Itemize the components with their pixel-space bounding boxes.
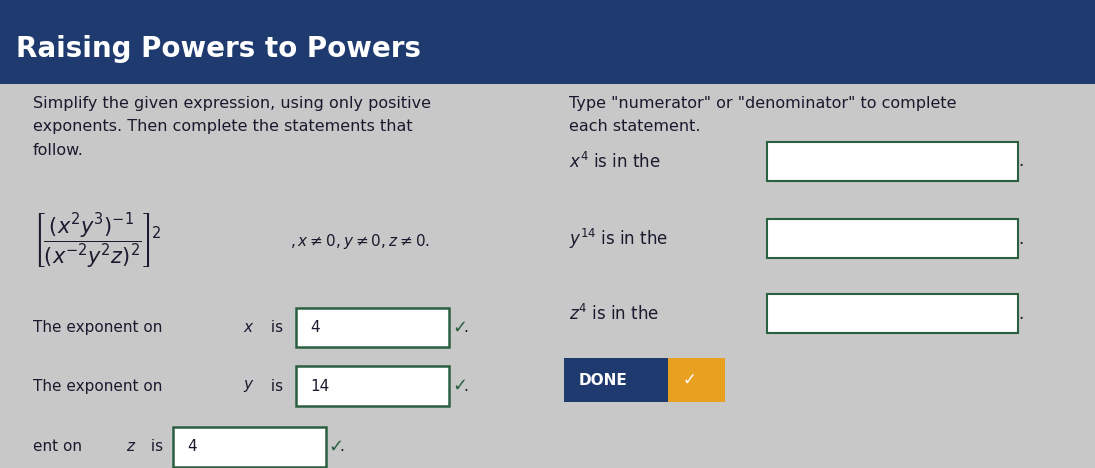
Text: ent on: ent on [33,439,87,454]
Text: is: is [266,320,284,335]
Text: .: . [463,379,468,394]
Text: ✓: ✓ [452,319,468,336]
FancyBboxPatch shape [668,358,725,402]
Text: $z^4$ is in the: $z^4$ is in the [569,304,659,323]
Text: $, x\neq 0, y\neq 0, z\neq 0.$: $, x\neq 0, y\neq 0, z\neq 0.$ [290,232,430,250]
Text: DONE: DONE [578,373,627,388]
Text: The exponent on: The exponent on [33,379,168,394]
FancyBboxPatch shape [766,294,1018,333]
Text: 4: 4 [187,439,197,454]
FancyBboxPatch shape [564,358,679,402]
Text: .: . [463,320,468,335]
Text: is: is [146,439,163,454]
FancyBboxPatch shape [766,142,1018,181]
Text: ✓: ✓ [452,377,468,395]
Text: $y$: $y$ [243,378,255,394]
Text: .: . [339,439,344,454]
Text: $z$: $z$ [126,439,136,454]
Text: is: is [266,379,284,394]
Text: Type "numerator" or "denominator" to complete
each statement.: Type "numerator" or "denominator" to com… [569,96,957,134]
Text: $y^{14}$ is in the: $y^{14}$ is in the [569,227,668,251]
Text: ✓: ✓ [328,438,344,456]
FancyBboxPatch shape [296,308,449,347]
FancyBboxPatch shape [0,0,1095,84]
FancyBboxPatch shape [173,427,326,467]
Text: .: . [1018,153,1024,170]
Text: $x^4$ is in the: $x^4$ is in the [569,152,661,171]
Text: .: . [1018,230,1024,248]
Text: The exponent on: The exponent on [33,320,168,335]
FancyBboxPatch shape [296,366,449,406]
Text: Simplify the given expression, using only positive
exponents. Then complete the : Simplify the given expression, using onl… [33,96,430,158]
Text: 4: 4 [310,320,320,335]
Text: $x$: $x$ [243,320,255,335]
Text: Raising Powers to Powers: Raising Powers to Powers [16,35,422,63]
FancyBboxPatch shape [766,219,1018,258]
Text: $\left[\dfrac{(x^2y^3)^{-1}}{(x^{-2}y^2z)^{2}}\right]^{\!2}$: $\left[\dfrac{(x^2y^3)^{-1}}{(x^{-2}y^2z… [33,212,161,271]
Text: ✓: ✓ [682,371,696,389]
Text: 14: 14 [310,379,330,394]
Text: .: . [1018,305,1024,322]
